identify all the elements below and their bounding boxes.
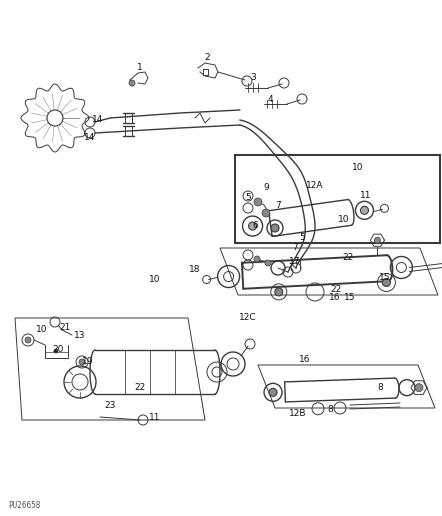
Circle shape — [269, 389, 277, 396]
Circle shape — [47, 110, 63, 126]
Text: 17: 17 — [289, 257, 301, 266]
Text: 10: 10 — [352, 164, 364, 172]
Text: 4: 4 — [267, 95, 273, 105]
Text: 23: 23 — [104, 400, 116, 410]
Text: 7: 7 — [275, 201, 281, 209]
Text: 7: 7 — [292, 244, 298, 252]
Text: 6: 6 — [252, 220, 258, 230]
Circle shape — [248, 222, 256, 230]
Circle shape — [275, 288, 283, 296]
Circle shape — [254, 256, 260, 262]
Text: 2: 2 — [204, 54, 210, 62]
Text: 8: 8 — [377, 383, 383, 393]
Text: 9: 9 — [263, 184, 269, 192]
Bar — [235, 155, 440, 243]
Text: 12B: 12B — [289, 409, 307, 417]
Circle shape — [271, 224, 279, 232]
Text: 14: 14 — [92, 116, 104, 124]
Text: 16: 16 — [329, 294, 341, 302]
Text: 16: 16 — [299, 356, 311, 364]
Text: 22: 22 — [134, 383, 145, 393]
Circle shape — [79, 359, 85, 365]
Text: 11: 11 — [360, 190, 372, 200]
Text: 3: 3 — [250, 73, 256, 83]
Text: 12A: 12A — [306, 181, 324, 189]
Circle shape — [415, 384, 423, 392]
Text: 5: 5 — [299, 234, 305, 243]
Text: 10: 10 — [338, 216, 350, 224]
Text: 22: 22 — [343, 253, 354, 263]
Text: 12C: 12C — [239, 314, 257, 322]
Text: 14: 14 — [84, 134, 95, 142]
Text: 11: 11 — [149, 413, 161, 423]
Circle shape — [361, 206, 369, 214]
Text: 8: 8 — [327, 406, 333, 414]
Text: 15: 15 — [344, 294, 356, 302]
Text: 10: 10 — [149, 276, 161, 284]
Circle shape — [254, 198, 262, 206]
Text: PU26658: PU26658 — [8, 502, 40, 510]
Text: 19: 19 — [82, 358, 94, 366]
Text: 1: 1 — [137, 63, 143, 73]
Text: 15: 15 — [379, 273, 391, 282]
Circle shape — [129, 80, 135, 86]
Circle shape — [54, 349, 58, 353]
Text: 18: 18 — [189, 266, 201, 275]
Circle shape — [265, 260, 271, 266]
Text: 10: 10 — [36, 326, 48, 334]
Circle shape — [382, 279, 390, 286]
Text: 20: 20 — [52, 346, 64, 354]
Circle shape — [25, 337, 31, 343]
Circle shape — [374, 237, 381, 243]
Text: 5: 5 — [245, 194, 251, 202]
Text: 22: 22 — [330, 285, 342, 295]
Circle shape — [262, 209, 270, 217]
Text: 21: 21 — [59, 324, 71, 332]
Text: 13: 13 — [74, 331, 86, 340]
